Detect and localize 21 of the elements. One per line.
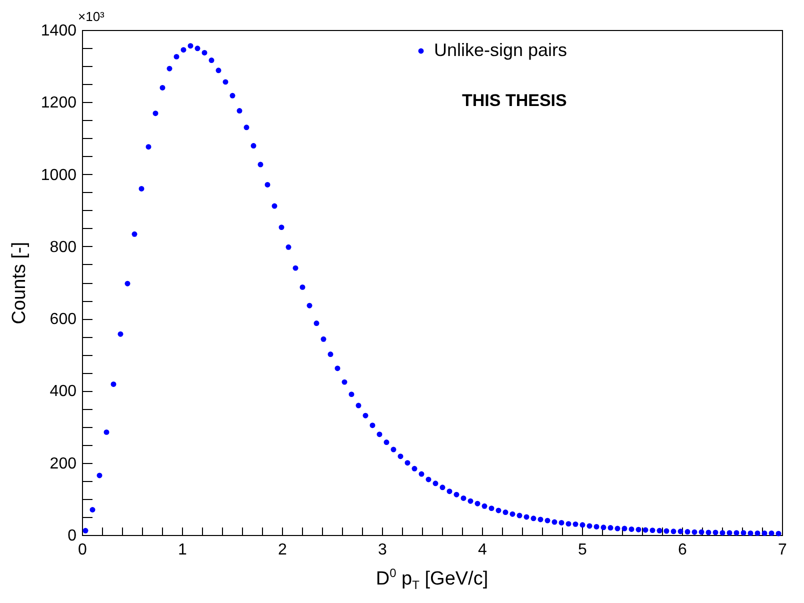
x-tick-label: 1 bbox=[178, 542, 188, 558]
y-tick-label: 800 bbox=[50, 238, 77, 256]
y-tick-label: 0 bbox=[68, 528, 77, 544]
annotation: THIS THESIS bbox=[462, 91, 567, 110]
x-axis-title: D$^{0}$ p$_{T}$ [GeV/c] bbox=[374, 566, 490, 592]
x-tick-label: 6 bbox=[678, 542, 688, 558]
x-tick-label: 0 bbox=[78, 542, 88, 558]
x-tick-label: 3 bbox=[378, 542, 388, 558]
x-tick-label: 7 bbox=[778, 542, 788, 558]
x-tick-label: 4 bbox=[478, 542, 488, 558]
y-tick-label: 200 bbox=[50, 455, 77, 472]
y-axis-title: Counts [-] bbox=[8, 242, 30, 324]
y-tick-label: 400 bbox=[50, 383, 77, 400]
y-tick-label: 1400 bbox=[40, 22, 77, 40]
legend-label: Unlike-sign pairs bbox=[434, 40, 568, 60]
y-tick-label: 1000 bbox=[40, 166, 77, 184]
y-tick-label: 600 bbox=[50, 311, 77, 328]
text: ×10³ bbox=[78, 9, 106, 24]
x-tick-label: 2 bbox=[278, 542, 288, 558]
x-tick-label: 5 bbox=[578, 542, 588, 558]
y-tick-label: 1200 bbox=[40, 94, 77, 112]
